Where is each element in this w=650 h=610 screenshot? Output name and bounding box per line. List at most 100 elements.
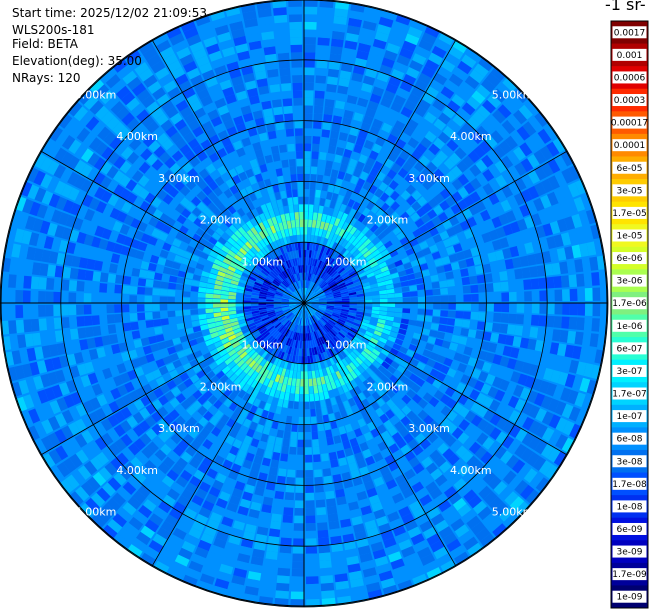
range-gate: [387, 511, 400, 523]
range-gate: [126, 97, 140, 111]
range-gate: [371, 249, 381, 257]
range-gate: [199, 360, 209, 370]
range-gate: [313, 331, 318, 340]
range-gate: [260, 581, 275, 591]
range-gate: [129, 295, 137, 303]
range-gate: [455, 303, 464, 311]
range-gate: [333, 293, 342, 297]
range-gate: [209, 512, 223, 523]
range-gate: [192, 48, 207, 60]
range-gate: [63, 457, 77, 473]
range-gate: [476, 187, 488, 200]
range-gate: [509, 221, 521, 234]
range-gate: [0, 305, 8, 319]
range-gate: [579, 377, 591, 393]
range-gate: [362, 318, 371, 324]
range-gate: [432, 234, 443, 244]
range-gate: [243, 297, 252, 301]
range-gate: [380, 383, 390, 393]
range-gate: [390, 28, 406, 40]
range-gate: [484, 273, 493, 283]
range-gate: [167, 296, 175, 303]
range-gate: [182, 303, 191, 310]
range-gate: [412, 352, 422, 361]
range-gate: [166, 380, 177, 390]
range-gate: [363, 265, 372, 272]
range-gate: [291, 293, 299, 299]
range-gate: [337, 503, 349, 513]
range-gate: [287, 143, 295, 152]
range-gate: [336, 210, 344, 220]
colorbar-tick-label: 1e-08: [617, 502, 643, 512]
range-gate: [273, 331, 281, 339]
range-gate: [122, 275, 132, 285]
range-gate: [339, 203, 347, 213]
range-gate: [147, 473, 161, 487]
range-gate: [396, 246, 406, 254]
range-gate: [140, 260, 150, 270]
range-gate: [439, 347, 449, 357]
range-gate: [323, 246, 329, 255]
range-gate: [305, 288, 308, 296]
range-gate: [465, 337, 475, 347]
range-gate: [482, 331, 492, 342]
range-gate: [297, 173, 304, 182]
range-gate: [485, 373, 496, 386]
range-gate: [39, 331, 49, 345]
range-gate: [270, 284, 278, 290]
range-gate: [235, 90, 248, 101]
range-gate: [166, 26, 182, 39]
range-gate: [281, 304, 289, 307]
range-gate: [311, 305, 319, 310]
range-gate: [103, 251, 113, 262]
range-gate: [547, 303, 555, 315]
range-gate: [508, 424, 522, 438]
range-gate: [326, 83, 337, 93]
range-gate: [423, 500, 437, 513]
range-gate: [280, 282, 287, 289]
range-gate: [519, 142, 533, 157]
range-gate: [103, 391, 115, 404]
range-gate: [202, 566, 218, 578]
range-gate: [313, 323, 318, 331]
range-gate: [539, 353, 550, 367]
range-gate: [269, 138, 278, 147]
range-gate: [239, 247, 248, 256]
range-gate: [77, 389, 89, 402]
range-gate: [512, 336, 522, 348]
range-gate: [325, 308, 334, 313]
range-gate: [197, 179, 208, 190]
range-gate: [339, 269, 347, 276]
range-gate: [293, 538, 304, 547]
range-gate: [412, 228, 422, 238]
range-gate: [501, 392, 513, 405]
range-gate: [308, 308, 315, 315]
range-gate: [417, 546, 432, 559]
range-gate: [95, 201, 107, 214]
range-gate: [247, 249, 256, 258]
range-gate: [242, 10, 257, 21]
range-gate: [400, 211, 410, 221]
colorbar-tick-label: 1.7e-06: [612, 299, 647, 309]
range-gate: [266, 371, 274, 380]
range-gate: [427, 507, 441, 520]
range-gate: [94, 436, 108, 451]
range-gate: [87, 372, 99, 385]
range-gate: [221, 556, 236, 568]
range-gate: [300, 288, 303, 296]
range-gate: [238, 399, 247, 409]
range-gate: [370, 283, 379, 289]
range-gate: [182, 362, 193, 372]
range-gate: [88, 441, 102, 455]
colorbar-label-box: [612, 500, 647, 513]
range-gate: [576, 273, 585, 287]
range-gate: [200, 95, 213, 107]
range-gate: [202, 500, 215, 512]
range-gate: [174, 343, 184, 352]
range-gate: [393, 173, 404, 185]
range-gate: [289, 166, 297, 175]
range-gate: [451, 334, 461, 344]
range-gate: [366, 220, 375, 230]
range-gate: [175, 231, 185, 241]
range-gate: [119, 224, 130, 235]
